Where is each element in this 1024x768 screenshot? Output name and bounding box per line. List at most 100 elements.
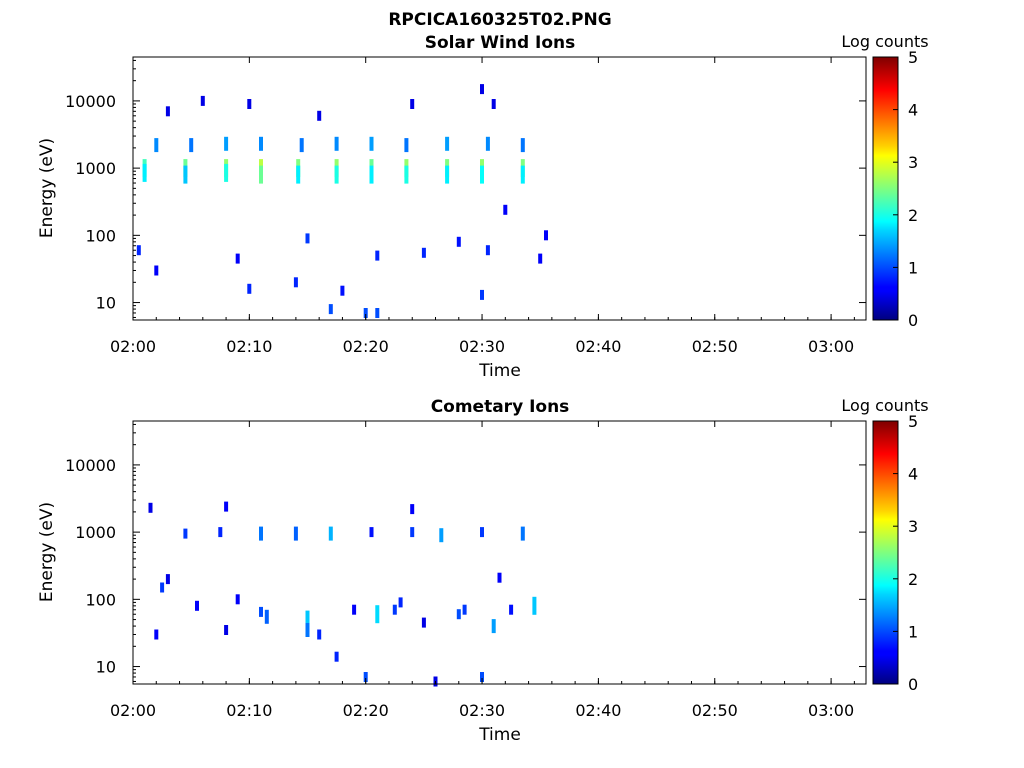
heatmap-cell: [375, 605, 380, 624]
heatmap-cell: [480, 165, 484, 184]
heatmap-cell: [154, 265, 159, 276]
colorbar-tick-label: 5: [908, 412, 918, 431]
heatmap-cell: [509, 604, 514, 615]
heatmap-cell: [305, 610, 310, 629]
heatmap-cell: [369, 165, 374, 184]
heatmap-cell: [317, 629, 322, 640]
heatmap-cell: [200, 95, 205, 106]
x-tick-label: 03:00: [808, 701, 854, 720]
x-tick-label: 02:30: [459, 337, 505, 356]
x-tick-label: 02:20: [343, 337, 389, 356]
plot-frame: [132, 56, 867, 321]
heatmap-cell: [259, 136, 263, 151]
colorbar-label: Log counts: [841, 396, 928, 415]
y-axis: 10 100 1000 10000: [65, 59, 866, 318]
heatmap-cell: [264, 609, 269, 624]
y-tick-label: 100: [85, 226, 116, 245]
x-tick-label: 02:10: [226, 337, 272, 356]
heatmap-cell: [154, 629, 159, 640]
x-tick-label: 02:50: [692, 701, 738, 720]
heatmap-cell: [334, 651, 339, 662]
heatmap-cell: [497, 572, 502, 583]
heatmap-cell: [165, 574, 170, 585]
heatmap-cell: [165, 106, 170, 117]
heatmap-cell: [480, 527, 484, 538]
heatmap-cell: [136, 245, 141, 256]
heatmap-cell: [532, 596, 537, 615]
heatmap-cell: [363, 308, 368, 318]
heatmap-cells: [148, 501, 537, 687]
y-tick-label: 10: [96, 658, 116, 677]
y-axis: 10 100 1000 10000: [65, 423, 866, 682]
heatmap-cell: [421, 247, 426, 258]
heatmap-cell: [392, 604, 397, 615]
heatmap-cell: [375, 250, 380, 261]
y-tick-label: 1000: [75, 523, 116, 542]
heatmap-cells: [136, 84, 548, 318]
colorbar-tick-label: 5: [908, 48, 918, 67]
heatmap-cell: [369, 136, 374, 151]
colorbar-tick-label: 0: [908, 311, 918, 330]
colorbar-tick-label: 4: [908, 465, 918, 484]
heatmap-cell: [259, 606, 263, 617]
heatmap-cell: [235, 253, 240, 264]
heatmap-cell: [352, 604, 357, 615]
heatmap-cell: [520, 138, 525, 153]
heatmap-cell: [410, 527, 415, 538]
heatmap-cell: [369, 527, 374, 538]
colorbar-tick-label: 1: [908, 622, 918, 641]
plot-frame: [132, 420, 867, 685]
heatmap-cell: [293, 526, 298, 541]
heatmap-cell: [491, 619, 496, 634]
heatmap-cell: [148, 502, 153, 513]
x-tick-label: 02:00: [110, 337, 156, 356]
colorbar-tick-label: 3: [908, 517, 918, 536]
heatmap-cell: [520, 165, 525, 184]
colorbar-tick-label: 0: [908, 675, 918, 694]
heatmap-cell: [293, 277, 298, 288]
heatmap-cell: [520, 526, 525, 541]
heatmap-cell: [183, 165, 188, 184]
x-axis-label: Time: [478, 361, 521, 381]
heatmap-cell: [334, 136, 339, 151]
heatmap-cell: [462, 604, 467, 615]
colorbar: Log counts 0 1 2 3 4 5: [841, 32, 928, 330]
heatmap-cell: [328, 526, 333, 541]
heatmap-cell: [480, 84, 484, 95]
colorbar: Log counts 0 1 2 3 4 5: [841, 396, 928, 694]
heatmap-cell: [485, 136, 490, 151]
heatmap-cell: [183, 528, 188, 539]
heatmap-cell: [404, 165, 409, 184]
heatmap-cell: [544, 230, 548, 241]
heatmap-cell: [305, 233, 310, 244]
heatmap-cell: [410, 99, 415, 109]
heatmap-cell: [218, 527, 223, 538]
y-axis-label: Energy (eV): [37, 502, 57, 602]
heatmap-cell: [224, 501, 229, 512]
heatmap-cell: [398, 597, 403, 608]
heatmap-cell: [224, 625, 229, 635]
heatmap-cell: [259, 526, 263, 541]
panel-solar-wind: Solar Wind Ions 02:00 02:10 02:20 02:30 02:4…: [37, 32, 929, 381]
y-tick-label: 10000: [65, 92, 116, 111]
heatmap-cell: [317, 110, 322, 121]
heatmap-cell: [491, 99, 496, 109]
y-tick-label: 100: [85, 590, 116, 609]
x-tick-label: 03:00: [808, 337, 854, 356]
heatmap-cell: [189, 138, 194, 153]
y-tick-label: 10: [96, 294, 116, 313]
heatmap-cell: [247, 99, 252, 109]
heatmap-cell: [142, 163, 147, 182]
heatmap-cell: [340, 285, 345, 296]
heatmap-cell: [334, 165, 339, 184]
x-axis: 02:00 02:10 02:20 02:30 02:40 02:50 03:00: [110, 57, 855, 356]
panel-cometary: Cometary Ions 02:00 02:10 02:20 02:30 02:40 0…: [37, 396, 929, 745]
heatmap-cell: [421, 617, 426, 628]
colorbar-tick-label: 1: [908, 258, 918, 277]
x-tick-label: 02:30: [459, 701, 505, 720]
colorbar-gradient: [872, 56, 899, 321]
heatmap-cell: [456, 609, 461, 620]
heatmap-cell: [480, 672, 484, 682]
panel-title: Solar Wind Ions: [425, 33, 576, 53]
